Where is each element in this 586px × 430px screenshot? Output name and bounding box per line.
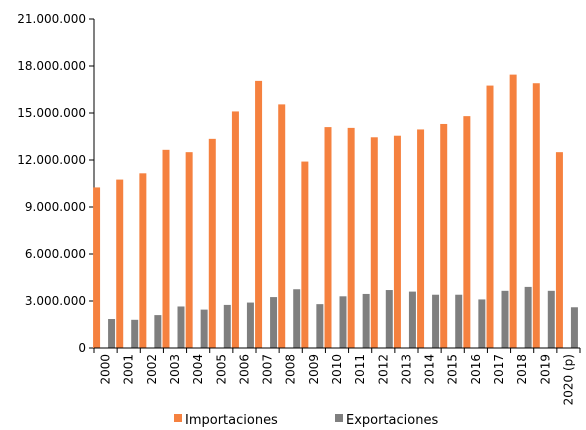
x-tick-label: 2008 <box>284 354 298 385</box>
legend-swatch-exportaciones <box>335 414 343 422</box>
bar-importaciones-2012 <box>370 137 378 348</box>
legend-label-exportaciones: Exportaciones <box>346 413 438 428</box>
bar-importaciones-2009 <box>301 161 309 348</box>
y-axis: 0 3.000.000 6.000.000 9.000.000 12.000.000 15… <box>17 12 95 355</box>
x-tick-label: 2002 <box>145 354 159 385</box>
bar-importaciones-2010 <box>324 127 332 348</box>
x-tick-label: 2019 <box>538 354 552 385</box>
y-tick-label: 21.000.000 <box>17 12 86 26</box>
x-tick-label: 2003 <box>168 354 182 385</box>
y-tick-label: 18.000.000 <box>17 59 86 73</box>
bar-exportaciones-2015 <box>455 294 463 348</box>
legend-label-importaciones: Importaciones <box>185 413 278 428</box>
bar-exportaciones-2017 <box>501 290 509 348</box>
bar-importaciones-2000 <box>93 187 101 348</box>
bar-exportaciones-2001 <box>131 319 139 348</box>
bar-exportaciones-2009 <box>316 304 324 348</box>
x-tick-label: 2005 <box>214 354 228 385</box>
legend-swatch-importaciones <box>174 414 182 422</box>
x-tick-label: 2018 <box>515 354 529 385</box>
bar-exportaciones-2018 <box>524 286 532 348</box>
bar-exportaciones-2020p <box>570 307 578 348</box>
bar-exportaciones-2000 <box>108 319 116 348</box>
x-tick-label: 2006 <box>237 354 251 385</box>
x-axis: 2000 2001 2002 2003 2004 2005 2006 2007 2008 2009… <box>93 347 581 405</box>
bar-importaciones-2004 <box>185 152 193 348</box>
x-tick-label: 2007 <box>261 354 275 385</box>
bar-importaciones-2005 <box>208 138 216 348</box>
bar-importaciones-2001 <box>116 179 124 348</box>
y-tick-label: 0 <box>78 341 86 355</box>
y-tick-label: 6.000.000 <box>25 247 86 261</box>
bar-importaciones-2011 <box>347 127 355 348</box>
bar-exportaciones-2005 <box>223 304 231 348</box>
bar-importaciones-2013 <box>393 135 401 348</box>
bar-exportaciones-2006 <box>246 302 254 348</box>
bar-exportaciones-2007 <box>270 297 278 348</box>
bar-importaciones-2018 <box>509 74 517 348</box>
x-tick-label: 2020 (p) <box>561 354 575 405</box>
bar-importaciones-2019 <box>532 83 540 348</box>
x-tick-label: 2010 <box>330 354 344 385</box>
bar-exportaciones-2002 <box>154 315 162 348</box>
bar-importaciones-2016 <box>463 116 471 348</box>
bar-importaciones-2020p <box>555 152 563 348</box>
bars <box>93 74 578 348</box>
x-tick-label: 2014 <box>423 354 437 385</box>
bar-importaciones-2003 <box>162 149 170 348</box>
bar-importaciones-2017 <box>486 85 494 348</box>
x-tick-label: 2016 <box>469 354 483 385</box>
bar-importaciones-2006 <box>231 111 239 348</box>
x-tick-label: 2011 <box>353 354 367 385</box>
y-tick-label: 9.000.000 <box>25 200 86 214</box>
bar-importaciones-2008 <box>278 104 286 348</box>
bar-exportaciones-2011 <box>362 293 370 348</box>
x-tick-label: 2009 <box>307 354 321 385</box>
bar-exportaciones-2012 <box>385 290 393 348</box>
x-tick-label: 2004 <box>191 354 205 385</box>
y-tick-label: 15.000.000 <box>17 106 86 120</box>
y-tick-label: 12.000.000 <box>17 153 86 167</box>
bar-exportaciones-2014 <box>432 294 440 348</box>
bar-exportaciones-2016 <box>478 299 486 348</box>
x-tick-label: 2015 <box>446 354 460 385</box>
bar-exportaciones-2003 <box>177 306 185 348</box>
bar-importaciones-2015 <box>440 123 448 348</box>
legend: Importaciones Exportaciones <box>174 413 438 428</box>
bar-exportaciones-2019 <box>547 290 555 348</box>
bar-importaciones-2007 <box>255 80 263 348</box>
x-tick-label: 2000 <box>99 354 113 385</box>
bar-importaciones-2014 <box>417 129 425 348</box>
x-tick-label: 2012 <box>376 354 390 385</box>
x-tick-label: 2017 <box>492 354 506 385</box>
x-tick-label: 2013 <box>399 354 413 385</box>
bar-exportaciones-2010 <box>339 296 347 348</box>
y-tick-label: 3.000.000 <box>25 294 86 308</box>
x-tick-label: 2001 <box>122 354 136 385</box>
bar-exportaciones-2008 <box>293 289 301 348</box>
bar-exportaciones-2013 <box>408 291 416 348</box>
bar-importaciones-2002 <box>139 173 147 348</box>
bar-exportaciones-2004 <box>200 309 208 348</box>
